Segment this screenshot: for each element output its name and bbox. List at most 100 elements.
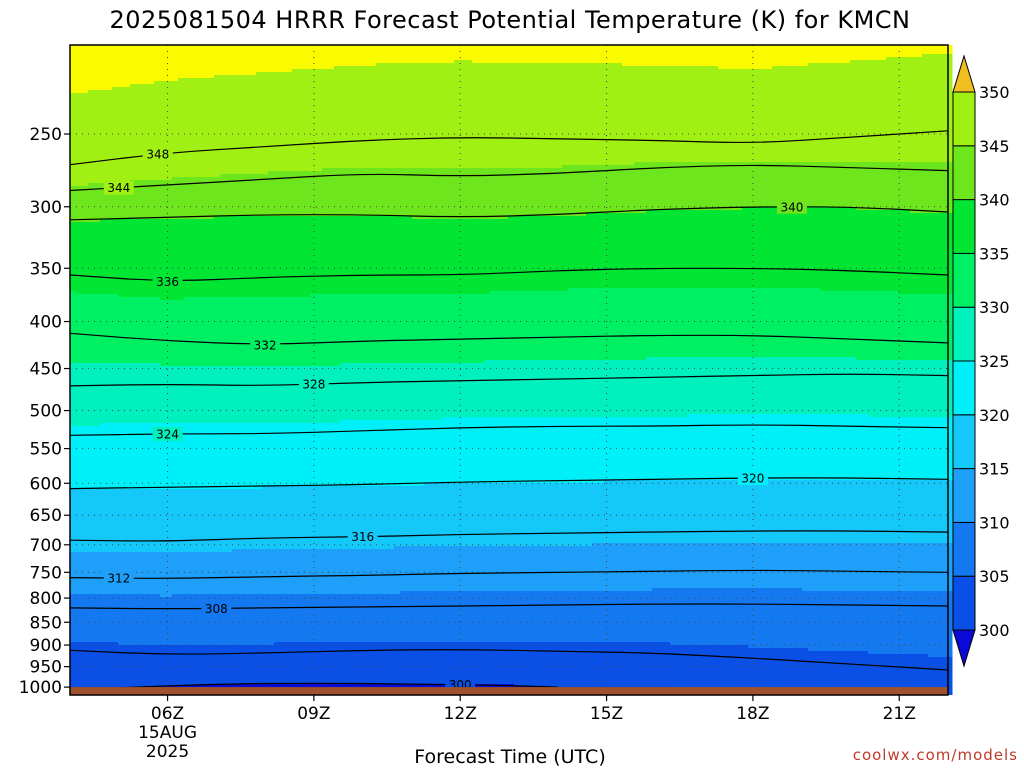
fill-cell — [502, 168, 509, 220]
y-tick-label: 400 — [30, 313, 62, 333]
fill-cell — [142, 552, 149, 595]
fill-cell — [838, 162, 845, 208]
fill-cell — [472, 363, 479, 418]
fill-cell — [298, 69, 305, 172]
fill-cell — [904, 417, 911, 481]
fill-cell — [538, 360, 545, 418]
isentrope-line — [69, 164, 949, 192]
isentrope-label: 328 — [302, 378, 325, 392]
fill-cell — [112, 219, 119, 295]
fill-cell — [208, 78, 215, 178]
fill-cell — [508, 546, 515, 592]
fill-cell — [178, 594, 185, 646]
fill-cell — [598, 642, 605, 688]
fill-cell — [838, 207, 845, 292]
fill-cell — [712, 66, 719, 163]
fill-cell — [382, 63, 389, 169]
fill-cell — [640, 45, 647, 67]
fill-cell — [538, 483, 545, 547]
fill-cell — [388, 420, 395, 487]
fill-cell — [82, 45, 89, 94]
fill-cell — [502, 291, 509, 361]
fill-cell — [310, 642, 317, 688]
fill-cell — [652, 162, 659, 211]
fill-cell — [478, 417, 485, 484]
fill-cell — [682, 480, 689, 544]
fill-cell — [748, 207, 755, 289]
fill-cell — [556, 216, 563, 292]
fill-cell — [328, 216, 335, 295]
fill-cell — [70, 642, 77, 688]
fill-cell — [598, 165, 605, 214]
fill-cell — [616, 63, 623, 166]
fill-cell — [760, 207, 767, 289]
fill-cell — [904, 45, 911, 58]
fill-cell — [652, 642, 659, 688]
fill-cell — [520, 417, 527, 484]
fill-cell — [88, 642, 95, 688]
fill-cell — [688, 645, 695, 691]
fill-cell — [256, 72, 263, 175]
fill-cell — [922, 45, 929, 55]
fill-cell — [298, 366, 305, 424]
fill-cell — [874, 543, 881, 592]
fill-cell — [496, 219, 503, 292]
fill-cell — [598, 45, 605, 64]
fill-cell — [322, 423, 329, 487]
fill-cell — [484, 546, 491, 592]
fill-cell — [214, 177, 221, 217]
fill-cell — [70, 291, 77, 364]
fill-cell — [466, 60, 473, 169]
fill-cell — [154, 81, 161, 181]
fill-cell — [562, 291, 569, 361]
fill-cell — [934, 54, 941, 163]
fill-cell — [274, 45, 281, 73]
fill-cell — [226, 45, 233, 76]
fill-cell — [826, 357, 833, 415]
fill-cell — [922, 360, 929, 418]
isentrope-line — [69, 569, 949, 579]
fill-cell — [490, 417, 497, 484]
colorbar-tick-label: 315 — [979, 460, 1010, 479]
fill-cell — [514, 63, 521, 169]
fill-cell — [310, 549, 317, 595]
fill-cell — [424, 420, 431, 484]
fill-cell — [286, 549, 293, 595]
fill-cell — [226, 174, 233, 217]
fill-cell — [754, 69, 761, 163]
fill-cell — [442, 45, 449, 64]
fill-cell — [736, 588, 743, 646]
fill-cell — [622, 45, 629, 67]
fill-cell — [694, 357, 701, 415]
fill-cell — [598, 483, 605, 544]
fill-cell — [328, 168, 335, 217]
fill-cell — [514, 360, 521, 418]
fill-cell — [160, 645, 167, 691]
fill-cell — [76, 45, 83, 94]
fill-cell — [436, 45, 443, 64]
isentrope-label-bg — [776, 199, 807, 214]
fill-cell — [100, 183, 107, 220]
fill-cell — [202, 45, 209, 79]
fill-cell — [178, 552, 185, 595]
isentrope-label-bg — [103, 571, 134, 586]
isentrope-line — [69, 206, 949, 221]
fill-cell — [730, 588, 737, 646]
fill-cell — [370, 549, 377, 595]
fill-cell — [502, 63, 509, 169]
fill-cell — [376, 63, 383, 169]
fill-cell — [406, 63, 413, 169]
fill-cell — [550, 642, 557, 688]
fill-cell — [730, 414, 737, 481]
fill-cell — [280, 486, 287, 550]
fill-cell — [664, 288, 671, 358]
fill-cell — [784, 543, 791, 589]
fill-cell — [664, 357, 671, 418]
fill-cell — [166, 45, 173, 82]
colorbar-swatch — [952, 575, 976, 631]
fill-cell — [364, 549, 371, 595]
fill-cell — [490, 63, 497, 169]
fill-cell — [892, 57, 899, 163]
fill-cell — [172, 366, 179, 424]
